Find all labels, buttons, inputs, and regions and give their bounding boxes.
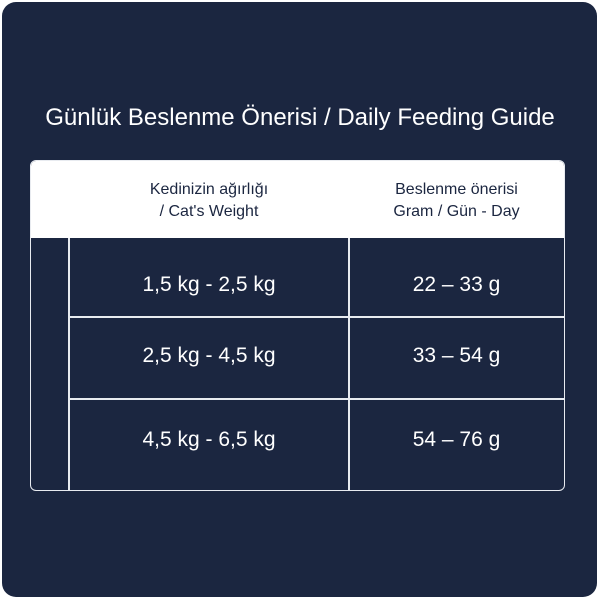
row-2-weight: 2,5 kg - 4,5 kg (142, 344, 276, 367)
header-weight: Kedinizin ağırlığı / Cat's Weight (69, 179, 349, 223)
header-amount-line1: Beslenme önerisi (395, 181, 518, 198)
row-divider (69, 316, 564, 318)
header-weight-line1: Kedinizin ağırlığı (149, 181, 269, 198)
header-amount: Beslenme önerisi Gram / Gün - Day (349, 179, 564, 223)
column-divider (68, 238, 70, 490)
page-title: Günlük Beslenme Önerisi / Daily Feeding … (45, 104, 555, 131)
row-3-weight: 4,5 kg - 6,5 kg (142, 428, 276, 451)
row-2-amount: 33 – 54 g (412, 344, 501, 367)
header-weight-line2: / Cat's Weight (159, 203, 259, 220)
header-amount-line2: Gram / Gün - Day (393, 203, 520, 220)
row-divider (69, 398, 564, 400)
column-divider (348, 238, 350, 490)
feeding-table: Kedinizin ağırlığı / Cat's Weight Beslen… (30, 160, 565, 491)
row-3-amount: 54 – 76 g (412, 428, 501, 451)
row-1-amount: 22 – 33 g (412, 273, 501, 296)
table-header: Kedinizin ağırlığı / Cat's Weight Beslen… (31, 161, 564, 238)
row-1-weight: 1,5 kg - 2,5 kg (142, 273, 276, 296)
